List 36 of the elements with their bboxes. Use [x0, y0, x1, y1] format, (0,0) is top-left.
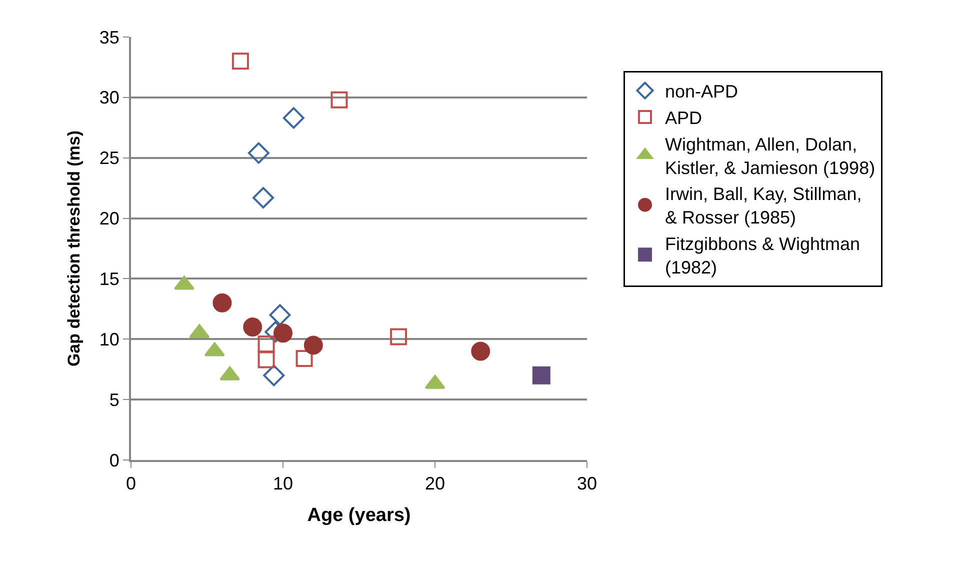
point [248, 142, 270, 164]
y-tick-label: 0 [109, 450, 120, 470]
point [274, 324, 292, 343]
y-tick-label: 20 [99, 208, 120, 229]
point [471, 342, 490, 361]
point [252, 186, 274, 208]
point [258, 351, 275, 368]
legend-label: Fitzgibbons & Wightman (1982) [664, 234, 860, 278]
y-tick-label: 10 [99, 329, 120, 350]
y-axis-title: Gap detection threshold (ms) [64, 130, 84, 367]
x-tick-label: 30 [576, 474, 598, 494]
legend-label: Irwin, Ball, Kay, Stillman, & Rosser (1985) [664, 184, 862, 228]
x-tick-label: 0 [126, 474, 136, 494]
legend-label: non-APD [664, 82, 738, 102]
x-axis-title: Age (years) [307, 504, 411, 526]
point [296, 350, 313, 367]
x-tick-label: 10 [272, 474, 294, 494]
y-tick-label: 5 [109, 390, 120, 410]
legend-label: APD [664, 108, 702, 128]
point [263, 364, 285, 386]
point [282, 107, 304, 129]
point [330, 91, 348, 108]
y-tick-label: 35 [99, 27, 120, 48]
point [532, 366, 550, 384]
point [232, 52, 249, 70]
point [269, 304, 291, 326]
point [212, 293, 232, 312]
point [258, 335, 275, 352]
point [243, 318, 262, 337]
y-tick-label: 15 [99, 269, 120, 290]
y-tick-label: 25 [99, 148, 120, 168]
x-tick-label: 20 [424, 474, 446, 494]
legend-label: Wightman, Allen, Dolan, Kistler, & Jamieson (1998) [664, 134, 876, 178]
y-tick-label: 30 [99, 88, 120, 108]
point [390, 328, 408, 346]
point [304, 336, 323, 355]
